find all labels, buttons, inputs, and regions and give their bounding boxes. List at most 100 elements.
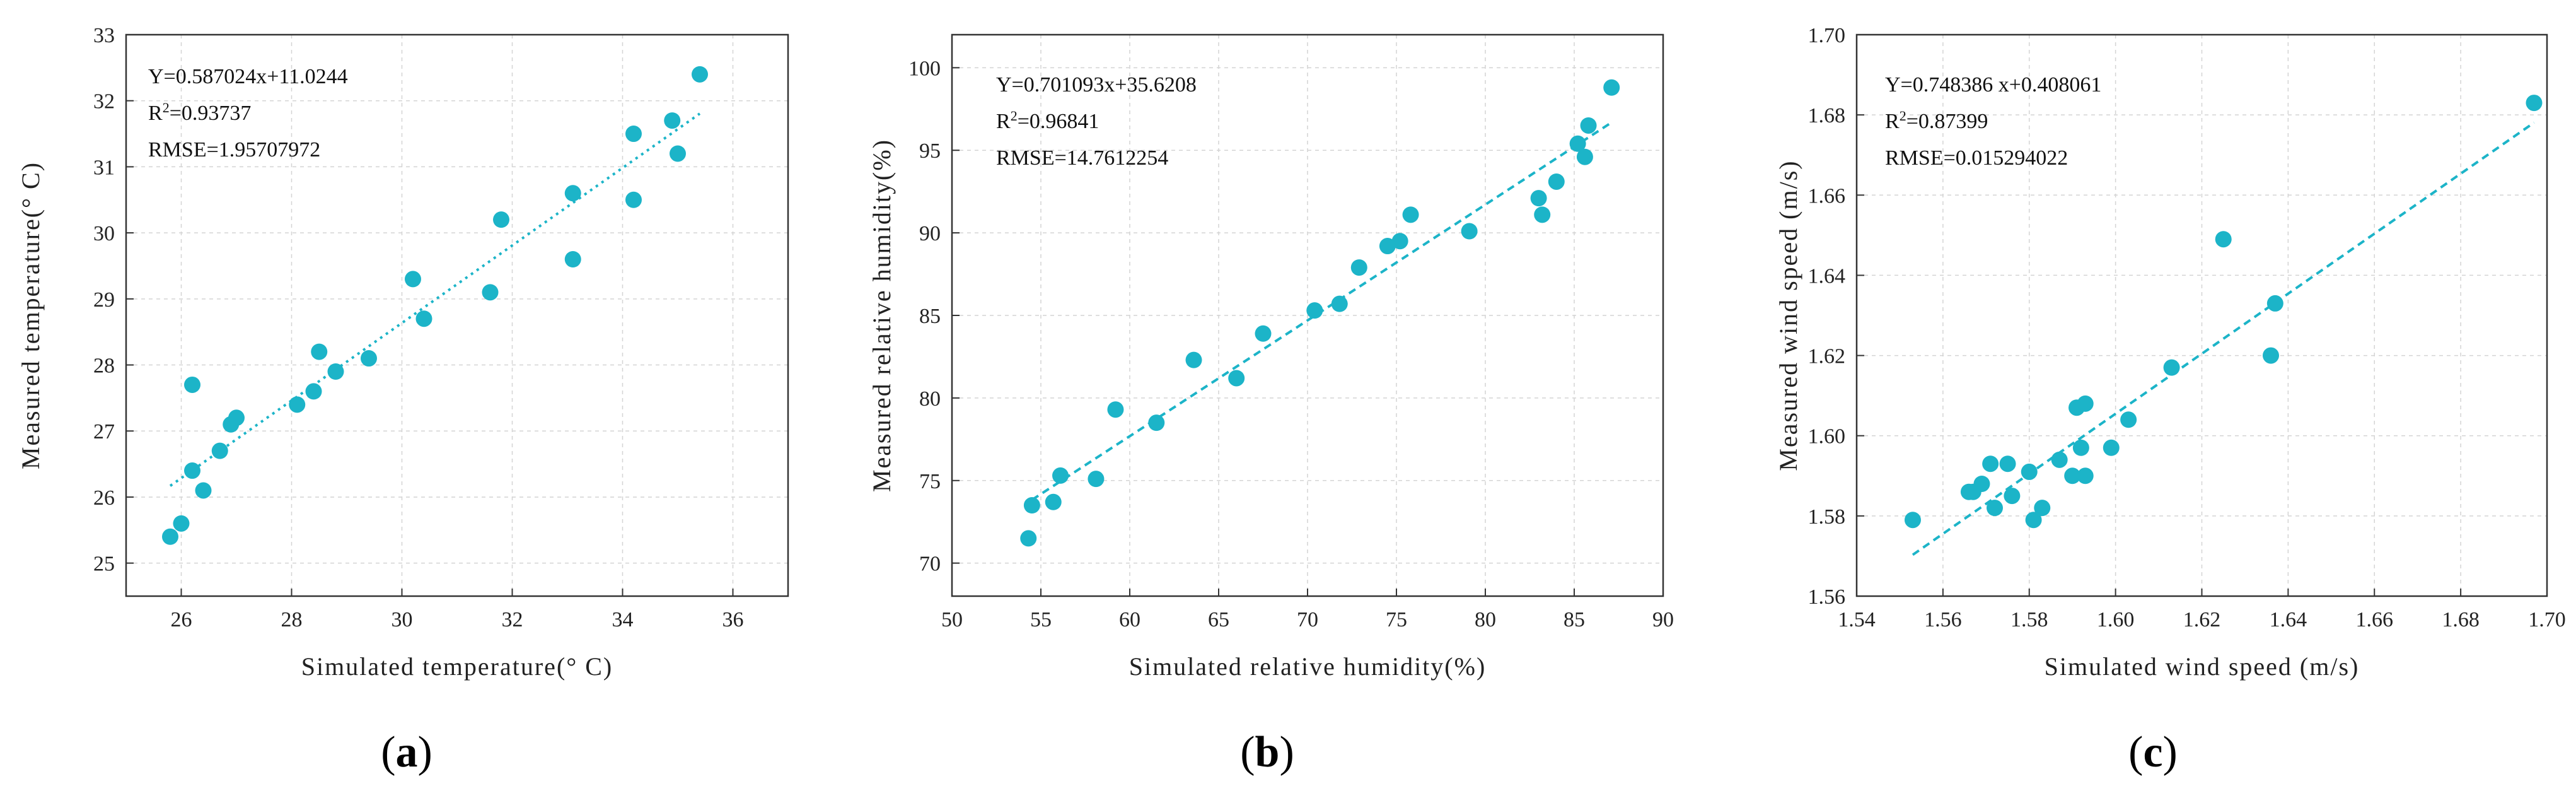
panel-label: (c): [2128, 728, 2178, 777]
r-squared-exponent: 2: [1011, 108, 1018, 124]
regression-equation: Y=0.748386 x+0.408061: [1885, 73, 2101, 97]
data-point: [1020, 530, 1037, 547]
y-tick-label: 75: [919, 470, 941, 493]
panel-letter: b: [1255, 728, 1280, 777]
y-tick-label: 26: [93, 486, 115, 510]
panel-paren-open: (: [2128, 728, 2143, 777]
r-squared-symbol: R: [996, 110, 1011, 133]
r-squared-value: =0.93737: [170, 102, 252, 125]
data-point: [1534, 206, 1551, 223]
r-squared-value: =0.87399: [1906, 110, 1988, 133]
r-squared-exponent: 2: [163, 100, 170, 115]
y-tick-label: 1.62: [1808, 345, 1846, 368]
x-tick-label: 85: [1564, 608, 1585, 631]
data-point: [1461, 223, 1478, 240]
y-tick-label: 33: [93, 24, 115, 47]
x-tick-label: 90: [1652, 608, 1674, 631]
data-point: [1045, 493, 1062, 510]
panel-paren-open: (: [1240, 728, 1255, 777]
y-tick-label: 1.56: [1808, 585, 1846, 609]
y-tick-label: 1.60: [1808, 425, 1846, 449]
r-squared-exponent: 2: [1900, 108, 1906, 124]
data-point: [1391, 233, 1408, 250]
panel-letter: c: [2143, 728, 2162, 777]
data-point: [1331, 295, 1348, 312]
y-tick-label: 30: [93, 222, 115, 245]
data-point: [1603, 79, 1620, 96]
data-point: [493, 211, 509, 228]
y-axis-label: Measured temperature(° C): [16, 161, 45, 469]
data-point: [405, 271, 421, 288]
data-point: [2120, 411, 2137, 428]
y-axis-label: Measured relative humidity(%): [867, 139, 896, 492]
data-point: [2163, 359, 2180, 376]
x-tick-label: 50: [941, 608, 963, 631]
x-tick-label: 26: [171, 608, 192, 631]
y-tick-label: 1.68: [1808, 104, 1846, 127]
data-point: [2526, 95, 2543, 112]
x-tick-label: 65: [1208, 608, 1229, 631]
y-tick-label: 100: [908, 57, 941, 80]
data-point: [1530, 190, 1547, 207]
data-point: [1379, 238, 1396, 255]
x-tick-label: 60: [1119, 608, 1140, 631]
x-axis-label: Simulated temperature(° C): [301, 652, 613, 681]
chart-panel-b: 50 55 60 65 70 75 80 85 90 70 75 80 85 90 95 100 Y=0.701…: [867, 33, 1674, 777]
rmse-value: RMSE=14.7612254: [996, 146, 1168, 170]
chart-panel-a: 26 28 30 32 34 36 25 26 27 28 29 30 31 32 33 Y=0.587024…: [16, 24, 789, 777]
x-axis-label: Simulated wind speed (m/s): [2045, 652, 2360, 681]
y-tick-label: 1.70: [1808, 24, 1846, 47]
data-point: [184, 376, 200, 393]
y-tick-label: 90: [919, 222, 941, 245]
y-tick-label: 31: [93, 156, 115, 179]
y-axis-label: Measured wind speed (m/s): [1774, 160, 1802, 471]
data-point: [311, 343, 328, 360]
plot-frame: [125, 33, 789, 597]
r-squared: R2=0.93737: [148, 100, 251, 126]
x-tick-label: 80: [1475, 608, 1496, 631]
data-point: [1052, 467, 1069, 484]
data-point: [173, 515, 190, 532]
data-point: [664, 112, 681, 129]
r-squared: R2=0.96841: [996, 108, 1099, 134]
panel-paren-close: ): [1279, 728, 1294, 777]
data-point: [211, 442, 228, 459]
panel-label: (b): [1240, 728, 1294, 777]
data-point: [2077, 395, 2094, 412]
data-point: [670, 145, 686, 162]
y-tick-label: 32: [93, 90, 115, 114]
y-tick-label: 1.64: [1808, 264, 1846, 288]
r-squared-symbol: R: [1885, 110, 1900, 133]
data-point: [2025, 512, 2042, 529]
fit-line: [1912, 121, 2535, 556]
data-point: [2072, 439, 2089, 456]
data-point: [1580, 117, 1597, 134]
data-point: [2266, 295, 2283, 312]
panel-paren-close: ): [2163, 728, 2178, 777]
rmse-value: RMSE=1.95707972: [148, 138, 320, 161]
data-point: [2051, 451, 2068, 468]
data-point: [2021, 463, 2038, 480]
data-point: [195, 482, 212, 499]
data-point: [1255, 325, 1272, 342]
x-tick-label: 1.64: [2270, 608, 2307, 631]
x-tick-label: 28: [281, 608, 303, 631]
data-point: [305, 383, 322, 400]
data-point: [361, 350, 377, 367]
y-tick-label: 95: [919, 139, 941, 163]
data-point: [327, 363, 344, 380]
x-tick-label: 55: [1030, 608, 1052, 631]
data-point: [415, 310, 432, 327]
data-point: [2263, 347, 2279, 364]
data-point: [564, 185, 581, 202]
data-point: [1904, 512, 1921, 529]
data-point: [1569, 135, 1586, 152]
x-tick-label: 1.58: [2010, 608, 2048, 631]
x-tick-label: 1.56: [1924, 608, 1962, 631]
data-point: [184, 462, 200, 479]
data-point: [1982, 455, 1999, 472]
data-point: [1185, 351, 1202, 368]
plot-area: [126, 35, 788, 596]
y-tick-label: 70: [919, 553, 941, 576]
data-point: [2064, 467, 2081, 484]
